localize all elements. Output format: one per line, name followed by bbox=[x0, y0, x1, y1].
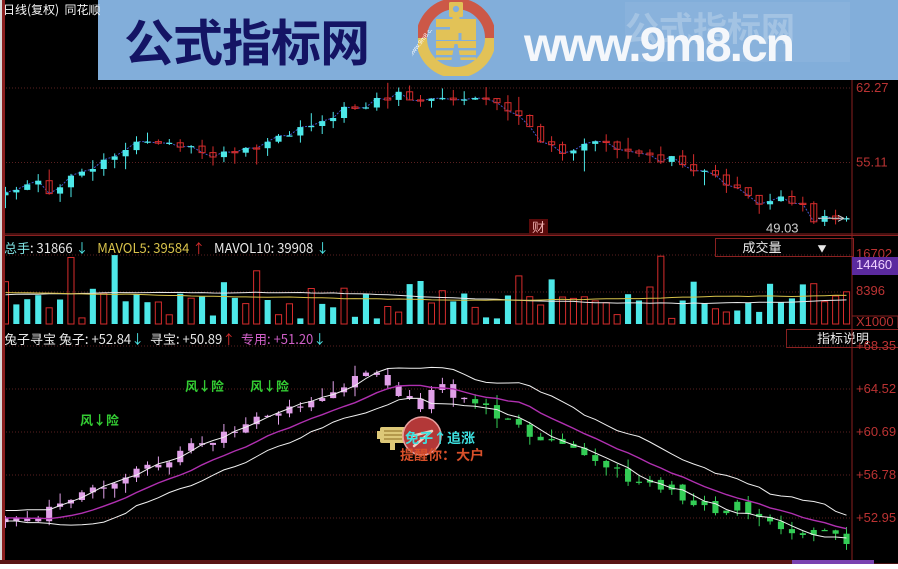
svg-text:+68.35: +68.35 bbox=[856, 338, 896, 353]
svg-text:49.03: 49.03 bbox=[766, 220, 799, 235]
svg-text:www.9m8.cn: www.9m8.cn bbox=[412, 30, 436, 59]
svg-text:+60.69: +60.69 bbox=[856, 424, 896, 439]
svg-text:+52.95: +52.95 bbox=[856, 510, 896, 525]
svg-text:8396: 8396 bbox=[856, 283, 885, 298]
svg-text:+64.52: +64.52 bbox=[856, 381, 896, 396]
svg-text:风↓险: 风↓险 bbox=[80, 410, 119, 429]
svg-text:X1000: X1000 bbox=[856, 314, 894, 329]
svg-text:62.27: 62.27 bbox=[856, 80, 889, 95]
svg-text:55.11: 55.11 bbox=[856, 155, 888, 170]
svg-text:风↓险: 风↓险 bbox=[250, 376, 289, 395]
svg-text:提醒你：大户: 提醒你：大户 bbox=[400, 445, 484, 465]
svg-text:+56.78: +56.78 bbox=[856, 467, 896, 482]
svg-text:风↓险: 风↓险 bbox=[185, 376, 224, 395]
